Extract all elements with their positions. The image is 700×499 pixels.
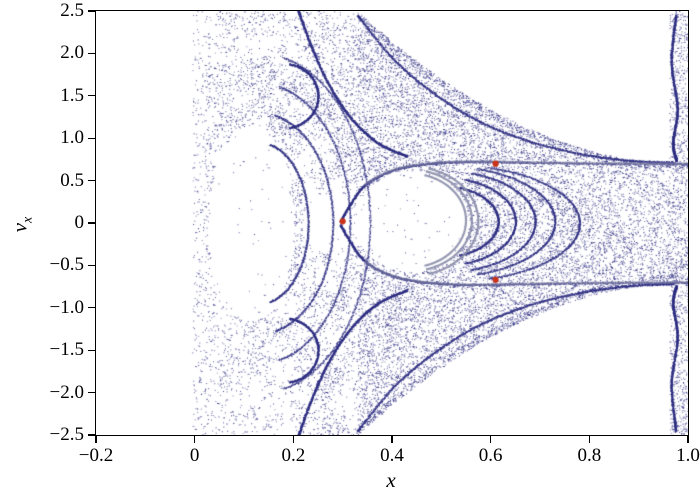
y-tick [88,10,95,12]
y-tick-label: −2.0 [49,381,84,403]
x-tick-label: 0 [189,445,200,466]
x-tick [588,436,591,443]
y-tick-label: −1.5 [49,339,84,361]
x-tick-label: 0.8 [577,445,602,466]
x-tick [489,436,492,443]
x-tick [193,436,196,443]
x-tick-label: 0.2 [281,445,306,466]
y-tick [88,179,95,182]
x-tick [391,436,393,443]
y-tick-label: 2.0 [60,42,84,64]
y-tick-label: 1.5 [60,84,84,106]
x-axis-label: x [386,468,396,492]
y-tick [88,264,95,267]
y-tick [88,95,95,97]
y-tick [88,222,95,224]
phase-space-scatter-canvas [96,11,688,435]
y-tick [88,137,95,139]
y-tick-label: 1.0 [60,127,84,149]
y-tick-label: −0.5 [49,254,84,276]
y-axis-label-subscript: x [20,216,36,224]
x-tick [687,436,689,443]
y-tick [88,349,95,351]
y-tick [88,307,95,309]
y-tick-label: −2.5 [49,424,84,445]
x-tick [292,436,295,443]
y-axis-label: vx [7,205,36,245]
y-tick-label: 0.5 [60,169,84,191]
x-tick-label: 0.6 [478,445,503,466]
y-tick [88,52,95,55]
y-axis-label-main: v [7,223,32,233]
y-tick [88,434,95,436]
y-tick-label: 2.5 [60,0,84,21]
plot-area [95,10,689,436]
y-tick-label: −1.0 [49,296,84,318]
x-tick [95,436,97,443]
x-tick-label: 0.4 [380,445,404,466]
x-tick-label: −0.2 [78,445,114,466]
x-tick-label: 1.0 [676,445,700,466]
y-tick [88,391,95,394]
y-tick-label: 0 [74,212,85,233]
